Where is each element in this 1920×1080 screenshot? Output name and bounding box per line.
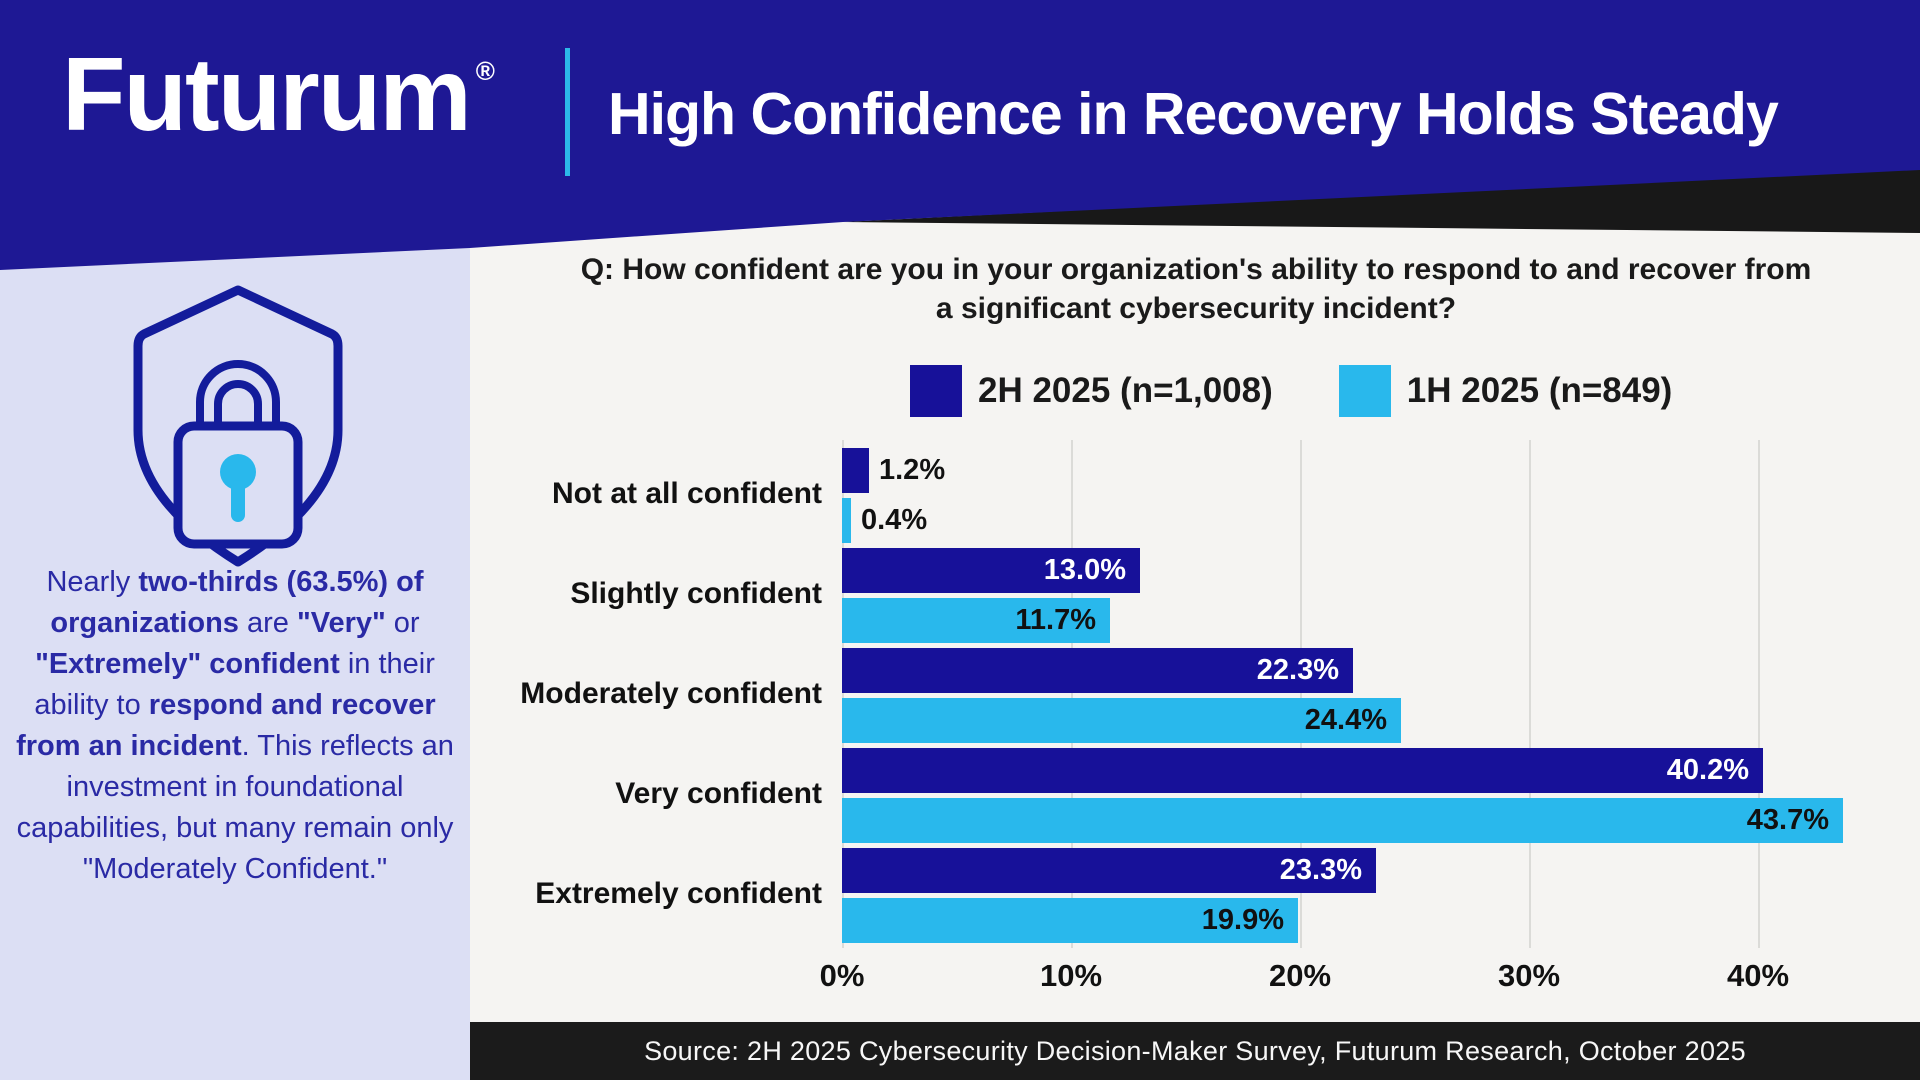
bar-value-label: 0.4% [861,504,928,536]
category-label: Slightly confident [570,577,822,610]
bar-value-label: 43.7% [1746,804,1829,836]
bar-2h-2025 [842,548,1140,593]
gridline [842,440,844,948]
registered-trademark-icon: ® [475,56,495,86]
sidebar-note-segment: are [238,607,297,639]
bar-value-label: 13.0% [1043,554,1126,586]
legend-label: 1H 2025 (n=849) [1406,371,1673,410]
bar-1h-2025 [842,898,1298,943]
legend-label: 2H 2025 (n=1,008) [978,371,1273,410]
gridline [1529,440,1531,948]
bar-2h-2025 [842,748,1763,793]
category-label: Very confident [615,777,822,810]
page-title: High Confidence in Recovery Holds Steady [608,81,1779,147]
sidebar-note-segment: . This reflects an investment in foundat… [16,730,454,885]
header-divider [565,48,570,176]
shield-lock-icon [122,284,354,575]
x-axis-tick-label: 30% [1497,958,1561,993]
category-label: Extremely confident [535,877,822,910]
x-axis-tick-label: 10% [1039,958,1103,993]
bar-1h-2025 [842,498,851,543]
chart-question-line2: a significant cybersecurity incident? [935,292,1457,325]
bar-2h-2025 [842,448,869,493]
bar-2h-2025 [842,648,1353,693]
source-text: Source: 2H 2025 Cybersecurity Decision-M… [644,1035,1746,1066]
x-axis-tick-label: 40% [1726,958,1790,993]
category-label: Not at all confident [552,477,822,510]
legend-swatch [910,365,962,417]
x-axis-tick-label: 20% [1268,958,1332,993]
bar-value-label: 11.7% [1015,604,1096,636]
bar-2h-2025 [842,848,1376,893]
bar-1h-2025 [842,698,1401,743]
gridline [1300,440,1302,948]
bar-value-label: 24.4% [1304,704,1387,736]
sidebar-note-segment: two-thirds (63.5%) of organizations [50,566,424,639]
sidebar-insight-text: Nearly two-thirds (63.5%) of organizatio… [8,562,462,890]
brand-logo: Futurum ® [62,37,495,153]
sidebar-note-segment: "Very" [296,607,386,639]
sidebar-note-segment: "Extremely" confident [35,648,340,680]
sidebar-note-segment: Nearly [46,566,139,598]
sidebar-note-segment: or [385,607,420,639]
chart-legend: 2H 2025 (n=1,008) 1H 2025 (n=849) [910,365,1714,417]
bar-value-label: 1.2% [879,454,946,486]
x-axis-tick-label: 0% [819,958,865,993]
gridline [1758,440,1760,948]
bar-value-label: 22.3% [1256,654,1339,686]
sidebar-note-segment: respond and recover from an incident [16,689,436,762]
bar-value-label: 19.9% [1201,904,1284,936]
bar-1h-2025 [842,798,1843,843]
bar-value-label: 40.2% [1666,754,1749,786]
legend-item-2h-2025: 2H 2025 (n=1,008) [910,365,1273,417]
legend-swatch [1338,365,1391,417]
chart-question-line1: Q: How confident are you in your organiz… [580,253,1812,286]
bar-value-label: 23.3% [1279,854,1362,886]
gridline [1071,440,1073,948]
legend-item-1h-2025: 1H 2025 (n=849) [1338,365,1673,417]
brand-logo-text: Futurum [62,37,472,153]
sidebar-note-segment: in their ability to [34,648,435,721]
source-band: Source: 2H 2025 Cybersecurity Decision-M… [470,1022,1920,1080]
bar-1h-2025 [842,598,1110,643]
chart-question: Q: How confident are you in your organiz… [500,250,1892,328]
category-label: Moderately confident [520,677,822,710]
